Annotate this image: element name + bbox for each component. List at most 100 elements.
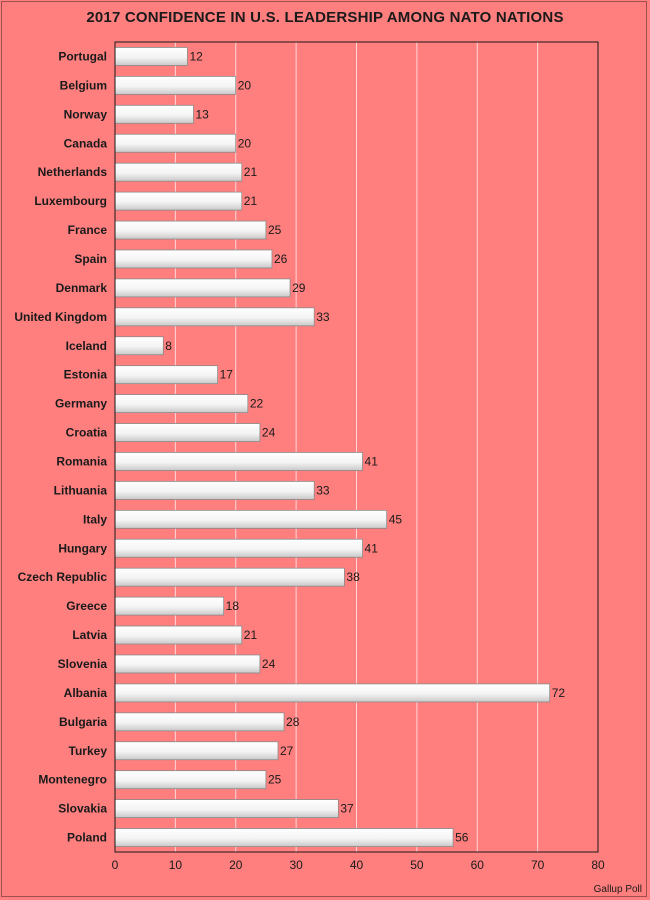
value-label: 56 bbox=[455, 831, 469, 845]
category-label: Spain bbox=[74, 252, 107, 266]
value-label: 41 bbox=[365, 541, 379, 555]
bar bbox=[114, 625, 243, 645]
value-label: 37 bbox=[340, 802, 354, 816]
value-label: 28 bbox=[286, 715, 300, 729]
bar bbox=[114, 365, 219, 385]
value-label: 18 bbox=[226, 599, 240, 613]
bar bbox=[114, 683, 551, 703]
category-label: France bbox=[68, 223, 108, 237]
value-label: 41 bbox=[365, 454, 379, 468]
x-tick-label: 80 bbox=[591, 858, 605, 872]
bar bbox=[114, 770, 267, 790]
bar bbox=[114, 509, 388, 529]
category-label: Estonia bbox=[64, 368, 108, 382]
x-tick-label: 40 bbox=[350, 858, 364, 872]
value-label: 24 bbox=[262, 657, 276, 671]
source-note: Gallup Poll bbox=[593, 884, 642, 895]
value-label: 72 bbox=[552, 686, 566, 700]
bar bbox=[114, 423, 261, 442]
value-label: 26 bbox=[274, 252, 288, 266]
value-label: 29 bbox=[292, 281, 306, 295]
x-tick-label: 30 bbox=[289, 858, 303, 872]
value-label: 13 bbox=[195, 107, 209, 121]
x-tick-label: 20 bbox=[229, 858, 243, 872]
bar bbox=[114, 828, 454, 847]
category-label: Czech Republic bbox=[18, 570, 108, 584]
category-label: Slovenia bbox=[58, 657, 108, 671]
chart-title: 2017 CONFIDENCE IN U.S. LEADERSHIP AMONG… bbox=[86, 9, 564, 26]
value-label: 12 bbox=[189, 49, 203, 63]
value-label: 27 bbox=[280, 744, 294, 758]
x-tick-label: 60 bbox=[471, 858, 485, 872]
bar bbox=[114, 596, 225, 616]
category-label: Romania bbox=[56, 454, 107, 468]
bar bbox=[114, 394, 249, 414]
bar bbox=[114, 307, 315, 327]
bar bbox=[114, 538, 363, 558]
category-label: Croatia bbox=[66, 426, 108, 440]
bar bbox=[114, 654, 261, 674]
category-label: Iceland bbox=[66, 339, 107, 353]
category-label: Hungary bbox=[58, 541, 107, 555]
bar bbox=[114, 452, 363, 471]
value-label: 20 bbox=[238, 136, 252, 150]
bar bbox=[114, 336, 164, 356]
bar bbox=[114, 220, 267, 240]
value-label: 21 bbox=[244, 194, 258, 208]
value-label: 22 bbox=[250, 397, 264, 411]
category-label: Norway bbox=[64, 107, 108, 121]
value-label: 25 bbox=[268, 223, 282, 237]
bar bbox=[114, 191, 243, 211]
category-label: Netherlands bbox=[38, 165, 108, 179]
value-label: 25 bbox=[268, 773, 282, 787]
value-label: 33 bbox=[316, 483, 330, 497]
value-label: 17 bbox=[220, 368, 234, 382]
x-tick-label: 50 bbox=[410, 858, 424, 872]
category-label: Latvia bbox=[72, 628, 107, 642]
bar bbox=[114, 133, 237, 153]
x-tick-label: 0 bbox=[112, 858, 119, 872]
x-tick-label: 70 bbox=[531, 858, 545, 872]
labels: 0 10 20 30 40 50 60 70 80 Portugal 12 Belgium 20 Norw… bbox=[14, 49, 605, 872]
bar bbox=[114, 480, 315, 500]
plot-area-border bbox=[114, 41, 599, 853]
bar bbox=[114, 567, 345, 587]
category-label: Turkey bbox=[69, 744, 108, 758]
category-label: Albania bbox=[64, 686, 108, 700]
category-label: Luxembourg bbox=[34, 194, 107, 208]
category-label: Poland bbox=[67, 831, 107, 845]
category-label: United Kingdom bbox=[14, 310, 107, 324]
category-label: Bulgaria bbox=[59, 715, 107, 729]
bar bbox=[114, 104, 194, 124]
value-label: 8 bbox=[165, 339, 172, 353]
value-label: 38 bbox=[346, 570, 360, 584]
bar bbox=[114, 278, 291, 298]
value-label: 21 bbox=[244, 628, 258, 642]
bar bbox=[114, 75, 237, 95]
bar bbox=[114, 249, 273, 269]
category-label: Portugal bbox=[58, 49, 107, 63]
category-label: Germany bbox=[55, 397, 107, 411]
category-label: Belgium bbox=[60, 78, 107, 92]
category-label: Canada bbox=[64, 136, 108, 150]
bar bbox=[114, 162, 243, 182]
category-label: Lithuania bbox=[54, 483, 108, 497]
category-label: Greece bbox=[66, 599, 107, 613]
category-label: Slovakia bbox=[58, 802, 107, 816]
value-label: 24 bbox=[262, 426, 276, 440]
x-tick-label: 10 bbox=[169, 858, 183, 872]
value-label: 21 bbox=[244, 165, 258, 179]
bar bbox=[114, 799, 339, 819]
bar bbox=[114, 712, 285, 732]
category-label: Denmark bbox=[56, 281, 108, 295]
bars bbox=[114, 47, 551, 847]
value-label: 33 bbox=[316, 310, 330, 324]
bar bbox=[114, 741, 279, 761]
category-label: Montenegro bbox=[38, 773, 107, 787]
category-label: Italy bbox=[83, 512, 107, 526]
bar bbox=[114, 47, 188, 66]
value-label: 45 bbox=[389, 512, 403, 526]
value-label: 20 bbox=[238, 78, 252, 92]
